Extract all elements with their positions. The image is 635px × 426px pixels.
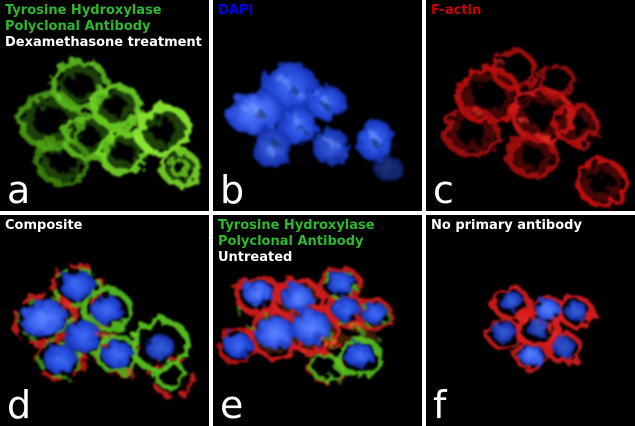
panel-b: DAPI b [213, 0, 422, 211]
panel-f: No primary antibody f [426, 215, 635, 426]
caption-line: No primary antibody [431, 218, 582, 233]
panel-a-caption: Tyrosine Hydroxylase Polyclonal Antibody… [5, 3, 202, 51]
panel-e-caption: Tyrosine Hydroxylase Polyclonal Antibody… [218, 218, 375, 266]
panel-a-letter: a [7, 168, 31, 211]
panel-b-caption: DAPI [218, 3, 253, 19]
caption-line: Dexamethasone treatment [5, 35, 202, 50]
panel-f-caption: No primary antibody [431, 218, 582, 234]
panel-d: Composite d [0, 215, 209, 426]
caption-line: Tyrosine Hydroxylase [5, 3, 162, 18]
caption-line: Untreated [218, 250, 293, 265]
panel-c: F-actin c [426, 0, 635, 211]
panel-d-letter: d [7, 383, 32, 426]
micrograph-factin [426, 0, 635, 211]
caption-line: DAPI [218, 3, 254, 18]
caption-line: F-actin [431, 3, 482, 18]
panel-d-caption: Composite [5, 218, 82, 234]
micrograph-th-dexamethasone [0, 0, 209, 211]
micrograph-dapi [213, 0, 422, 211]
caption-line: Tyrosine Hydroxylase [218, 218, 375, 233]
panel-c-letter: c [433, 168, 454, 211]
caption-line: Polyclonal Antibody [5, 19, 151, 34]
panel-e: Tyrosine Hydroxylase Polyclonal Antibody… [213, 215, 422, 426]
micrograph-no-primary [426, 215, 635, 426]
panel-c-caption: F-actin [431, 3, 481, 19]
micrograph-th-untreated [213, 215, 422, 426]
panel-b-letter: b [220, 168, 245, 211]
panel-e-letter: e [220, 383, 244, 426]
caption-line: Composite [5, 218, 83, 233]
panel-f-letter: f [433, 383, 447, 426]
micrograph-composite [0, 215, 209, 426]
panel-a: Tyrosine Hydroxylase Polyclonal Antibody… [0, 0, 209, 211]
caption-line: Polyclonal Antibody [218, 234, 364, 249]
